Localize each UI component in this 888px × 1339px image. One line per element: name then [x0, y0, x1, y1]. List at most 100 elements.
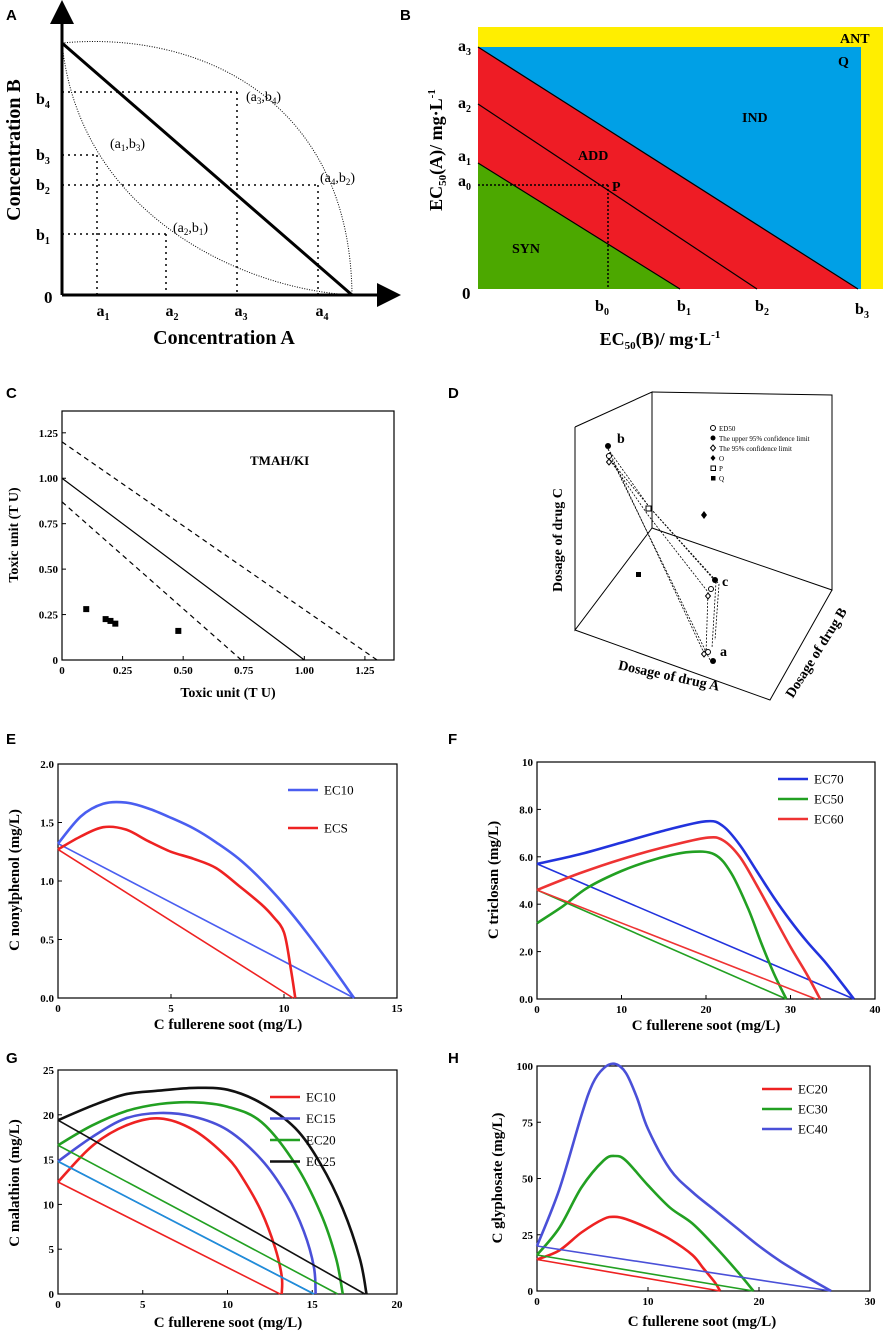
- e-marks: 0 5 10 15 0.0 0.5 1.0 1.5 2.0 EC10 ECS: [40, 759, 403, 1015]
- g-plot-frame: [57, 1069, 398, 1295]
- a-upper-isobole: [61, 41, 353, 296]
- a-xtick-a4: a4: [316, 303, 329, 323]
- c-line-0: [61, 477, 305, 661]
- d-ed50-a: [705, 649, 711, 655]
- c-data-point: [175, 627, 182, 634]
- f-xlabel: C fullerene soot (mg/L): [632, 1018, 780, 1034]
- d-q-marker: [636, 572, 641, 577]
- c-xtick-label: 0: [59, 665, 65, 677]
- f-marks: 0 10 20 30 40 0.0 2.0 4.0 6.0 8.0 10 EC70 EC50 EC60: [519, 757, 881, 1016]
- h-marks: 0 10 20 30 0 25 50 75 100 EC20 EC30 EC40: [517, 1061, 877, 1308]
- d-points: [605, 443, 718, 664]
- b-label-ind: IND: [742, 111, 768, 126]
- d-legend-o-marker: [710, 455, 716, 461]
- g-ylabel: C malathion (mg/L): [7, 1119, 23, 1247]
- d-legend-q: Q: [719, 475, 724, 483]
- h-ytick-label: 50: [522, 1174, 534, 1186]
- g-line-ec10: [57, 1181, 281, 1295]
- c-data-point: [102, 616, 109, 623]
- f-ylabel: C triclosan (mg/L): [486, 821, 502, 939]
- c-ylabel: Toxic unit (T U): [7, 487, 22, 583]
- panel-b: B P ANT Q IND ADD SYN 0 a3 a2 a1 a0 b0 b…: [400, 7, 883, 352]
- c-ytick-label: 0.75: [39, 519, 59, 531]
- d-upper-b: [605, 443, 611, 449]
- d-legend-limit: The 95% confidence limit: [719, 445, 792, 453]
- d-legend-upper: The upper 95% confidence limit: [719, 435, 810, 443]
- h-xtick-label: 30: [865, 1296, 877, 1308]
- b-xlabel: EC50(B)/ mg·L-1: [600, 329, 721, 352]
- a-xtick-a3: a3: [235, 303, 248, 323]
- c-ytick-label: 1.00: [39, 473, 59, 485]
- d-legend-o: O: [719, 455, 724, 463]
- d-o-marker: [701, 511, 707, 519]
- g-line-ec20: [57, 1144, 339, 1295]
- d-isoboles: [605, 448, 720, 661]
- b-label-add: ADD: [578, 149, 608, 164]
- a-annot-a3b4: (a3,b4): [246, 90, 281, 106]
- h-xtick-label: 20: [754, 1296, 766, 1308]
- c-data-point: [107, 617, 114, 624]
- g-curve-ec15: [57, 1111, 317, 1295]
- f-xtick-label: 20: [701, 1004, 713, 1016]
- h-curve-ec20: [536, 1215, 722, 1292]
- h-ytick-label: 25: [522, 1230, 534, 1242]
- e-line-ecs: [57, 848, 294, 999]
- c-xtick-label: 1.25: [355, 665, 375, 677]
- b-ytick-a2: a2: [458, 95, 471, 115]
- b-origin: 0: [462, 284, 471, 303]
- g-ytick-label: 0: [49, 1289, 55, 1301]
- c-title: TMAH/KI: [250, 453, 309, 468]
- c-xtick-label: 0.75: [234, 665, 254, 677]
- panel-e: E 0 5 10 15 0.0 0.5 1.0 1.5 2.0 EC10 ECS C fullere…: [6, 731, 403, 1033]
- h-ytick-label: 100: [517, 1061, 534, 1073]
- g-curve-ec25: [57, 1086, 368, 1295]
- c-xtick-label: 1.00: [295, 665, 315, 677]
- e-ytick-label: 0.0: [40, 993, 54, 1005]
- g-xlabel: C fullerene soot (mg/L): [154, 1315, 302, 1331]
- g-ytick-label: 15: [43, 1155, 55, 1167]
- f-xtick-label: 10: [616, 1004, 628, 1016]
- g-line-ec25: [57, 1119, 366, 1295]
- f-ytick-label: 10: [522, 757, 534, 769]
- f-line-ec50: [536, 889, 787, 1000]
- d-zlabel: Dosage of drug B: [783, 605, 850, 700]
- d-upper-a: [710, 658, 716, 664]
- e-ytick-label: 1.0: [40, 876, 54, 888]
- a-additive-line: [61, 41, 353, 297]
- f-xtick-label: 30: [785, 1004, 797, 1016]
- g-xtick-label: 5: [140, 1299, 146, 1311]
- a-guides: [62, 91, 319, 295]
- g-ytick-label: 10: [43, 1199, 55, 1211]
- c-ytick-label: 0: [53, 655, 59, 667]
- f-ytick-label: 0.0: [519, 994, 533, 1006]
- g-ytick-label: 5: [49, 1244, 55, 1256]
- c-ytick-label: 0.50: [39, 564, 59, 576]
- h-legend-label: EC20: [798, 1082, 828, 1097]
- panel-f: F 0 10 20 30 40 0.0 2.0 4.0 6.0 8.0 10 EC70 EC50 EC60…: [448, 731, 881, 1034]
- f-line-ec60: [536, 889, 817, 1000]
- b-ytick-a3: a3: [458, 38, 471, 58]
- panel-letter-e: E: [6, 731, 16, 748]
- d-legend-q-marker: [711, 476, 716, 481]
- e-xtick-label: 5: [168, 1003, 174, 1015]
- f-ytick-label: 6.0: [519, 852, 533, 864]
- c-plot-frame: [61, 410, 395, 661]
- b-label-ant: ANT: [840, 32, 870, 47]
- h-line-ec20: [536, 1258, 721, 1292]
- g-legend-label: EC10: [306, 1090, 336, 1105]
- f-legend-label: EC50: [814, 792, 844, 807]
- panel-h: H 0 10 20 30 0 25 50 75 100 EC20 EC30 EC40 C fuller…: [448, 1050, 876, 1330]
- e-ytick-label: 1.5: [40, 818, 54, 830]
- b-label-syn: SYN: [512, 242, 540, 257]
- e-ytick-label: 0.5: [40, 935, 54, 947]
- panel-d: D b c a: [448, 385, 851, 701]
- a-xtick-a2: a2: [166, 303, 179, 323]
- g-legend-label: EC15: [306, 1111, 336, 1126]
- b-ytick-a0: a0: [458, 173, 471, 193]
- c-data-point: [83, 606, 90, 613]
- d-legend-limit-marker: [709, 444, 717, 452]
- h-legend-label: EC30: [798, 1102, 828, 1117]
- h-ytick-label: 0: [528, 1286, 534, 1298]
- g-curve-ec10: [57, 1116, 284, 1295]
- a-xlabel: Concentration A: [153, 327, 295, 349]
